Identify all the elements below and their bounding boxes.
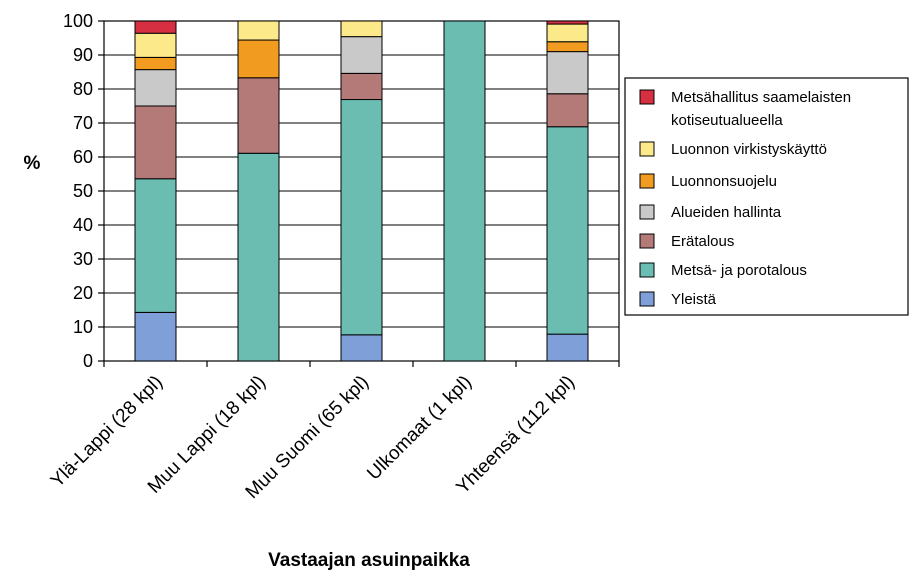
bar-segment [134, 20, 177, 34]
legend-label: Luonnonsuojelu [671, 173, 777, 190]
bar-segment [340, 99, 383, 336]
bar-segment [134, 69, 177, 107]
y-tick-label: 100 [63, 11, 93, 31]
y-tick-label: 90 [73, 45, 93, 65]
legend-swatch [639, 89, 655, 105]
bar-segment [134, 178, 177, 313]
y-tick-label: 50 [73, 181, 93, 201]
x-category-label: Ulkomaat (1 kpl) [363, 372, 476, 485]
legend-box [624, 77, 909, 316]
y-tick-label: 10 [73, 317, 93, 337]
legend: Metsähallitus saamelaisten kotiseutualuee… [624, 77, 909, 316]
bar-segment [134, 32, 177, 58]
bar-segment [546, 51, 589, 95]
legend-swatch [639, 233, 655, 249]
bar-segment [340, 72, 383, 101]
legend-label: Metsähallitus saamelaisten [671, 89, 851, 106]
legend-swatch [639, 204, 655, 220]
y-tick-label: 40 [73, 215, 93, 235]
y-tick-label: 80 [73, 79, 93, 99]
legend-swatch [639, 262, 655, 278]
x-axis-title: Vastaajan asuinpaikka [268, 550, 470, 571]
x-category-label: Ylä-Lappi (28 kpl) [47, 372, 167, 492]
legend-label: Alueiden hallinta [671, 204, 782, 221]
legend-swatch [639, 291, 655, 307]
legend-label: Metsä- ja porotalous [671, 262, 807, 279]
y-tick-label: 70 [73, 113, 93, 133]
bar-segment [134, 56, 177, 71]
bar-segment [546, 23, 589, 43]
bar-segment [237, 77, 280, 154]
bar-segment [134, 311, 177, 362]
bar-segment [237, 152, 280, 362]
bar-segment [546, 41, 589, 53]
bars [134, 20, 589, 362]
bar-segment [546, 20, 589, 25]
y-axis-title: % [24, 153, 41, 174]
legend-swatch [639, 173, 655, 189]
bar-segment [134, 105, 177, 180]
bar-segment [546, 126, 589, 335]
y-tick-label: 20 [73, 283, 93, 303]
legend-label: kotiseutualueella [671, 112, 783, 129]
legend-swatch [639, 141, 655, 157]
bar-segment [443, 20, 486, 362]
legend-label: Erätalous [671, 233, 734, 250]
y-tick-label: 30 [73, 249, 93, 269]
y-tick-label: 0 [83, 351, 93, 371]
bar-segment [237, 20, 280, 41]
bar-segment [340, 36, 383, 74]
legend-label: Luonnon virkistyskäyttö [671, 141, 827, 158]
bar-segment [546, 93, 589, 128]
bar-segment [237, 39, 280, 79]
legend-label: Yleistä [671, 291, 717, 308]
bar-segment [546, 333, 589, 362]
y-tick-label: 60 [73, 147, 93, 167]
bar-segment [340, 20, 383, 38]
bar-segment [340, 334, 383, 362]
